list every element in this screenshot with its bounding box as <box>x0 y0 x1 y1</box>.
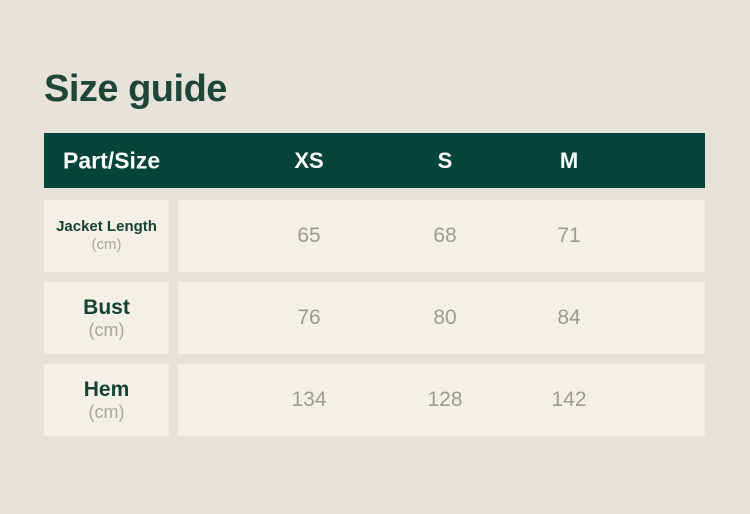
value-xs: 134 <box>291 388 327 411</box>
column-header-xs: XS <box>294 147 324 173</box>
column-header-part-size: Part/Size <box>63 147 161 173</box>
value-s: 68 <box>433 224 457 247</box>
page-title: Size guide <box>44 68 227 110</box>
part-unit: (cm) <box>88 319 125 340</box>
table-header-row: Part/Size XS S M <box>44 133 705 188</box>
value-m: 71 <box>557 224 581 247</box>
value-xs: 76 <box>297 306 321 329</box>
part-unit: (cm) <box>88 401 125 422</box>
part-name: Hem <box>83 377 130 401</box>
column-header-s: S <box>437 147 453 173</box>
part-label-cell: Hem (cm) <box>44 364 169 436</box>
value-m: 142 <box>551 388 587 411</box>
value-s: 80 <box>433 306 457 329</box>
table-row-bust: Bust (cm) 76 80 84 <box>44 282 705 354</box>
size-guide-table: Part/Size XS S M Jacket Length (cm) 65 6… <box>44 133 705 446</box>
part-label-cell: Bust (cm) <box>44 282 169 354</box>
part-unit: (cm) <box>91 236 122 253</box>
column-header-m: M <box>559 147 579 173</box>
table-row-hem: Hem (cm) 134 128 142 <box>44 364 705 436</box>
part-name: Bust <box>83 295 130 319</box>
value-m: 84 <box>557 306 581 329</box>
values-cell: 76 80 84 <box>178 282 705 354</box>
table-body: Jacket Length (cm) 65 68 71 Bust (cm) 76… <box>44 200 705 436</box>
values-cell: 65 68 71 <box>178 200 705 272</box>
table-row-jacket-length: Jacket Length (cm) 65 68 71 <box>44 200 705 272</box>
part-label-cell: Jacket Length (cm) <box>44 200 169 272</box>
value-xs: 65 <box>297 224 321 247</box>
values-cell: 134 128 142 <box>178 364 705 436</box>
value-s: 128 <box>427 388 463 411</box>
part-name: Jacket Length <box>56 218 157 235</box>
